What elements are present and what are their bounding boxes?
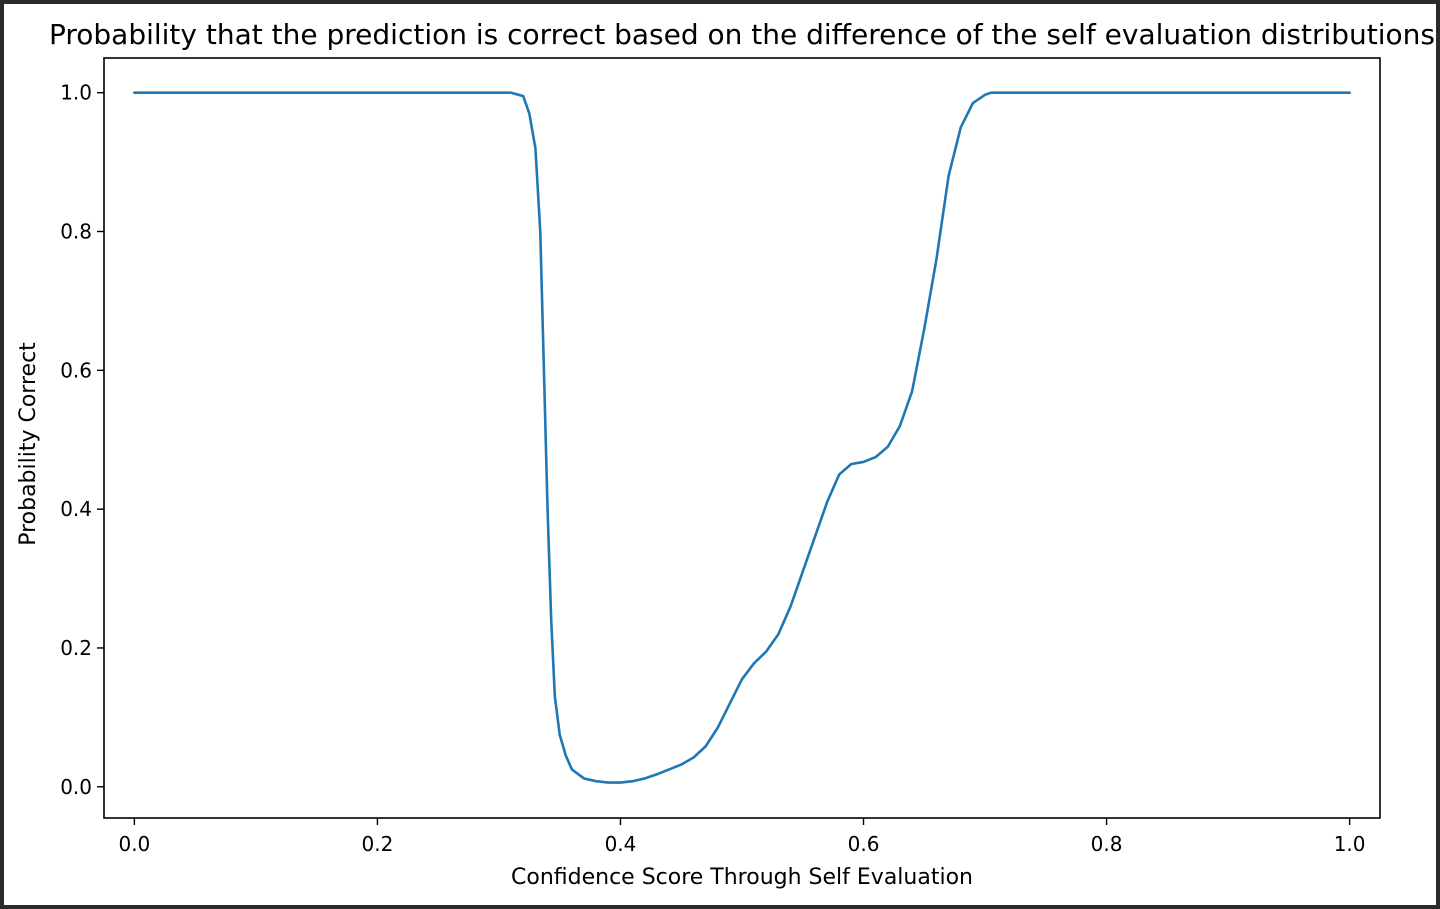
series-line-0 <box>133 91 1351 784</box>
x-tick-label: 0.4 <box>605 832 637 856</box>
line-chart: Probability that the prediction is corre… <box>16 18 1435 890</box>
y-tick-label: 0.2 <box>60 636 92 660</box>
plot-area: 0.0 0.2 0.4 0.6 0.8 1.0 0.0 0.2 0.4 0.6 0.8 1.0 <box>60 57 1381 856</box>
x-tick-label: 0.8 <box>1091 832 1123 856</box>
y-tick-label: 0.4 <box>60 497 92 521</box>
chart-title: Probability that the prediction is corre… <box>49 18 1435 51</box>
y-tick-label: 0.6 <box>60 358 92 382</box>
x-tick-label: 1.0 <box>1334 832 1366 856</box>
y-tick-label: 0.8 <box>60 220 92 244</box>
x-axis-label: Confidence Score Through Self Evaluation <box>511 865 973 890</box>
y-tick-label: 1.0 <box>60 81 92 105</box>
y-tick-label: 0.0 <box>60 775 92 799</box>
x-tick-label: 0.2 <box>362 832 394 856</box>
x-tick-label: 0.0 <box>118 832 150 856</box>
axes-frame <box>103 57 1381 819</box>
y-axis-label: Probability Correct <box>16 342 41 546</box>
x-tick-label: 0.6 <box>848 832 880 856</box>
